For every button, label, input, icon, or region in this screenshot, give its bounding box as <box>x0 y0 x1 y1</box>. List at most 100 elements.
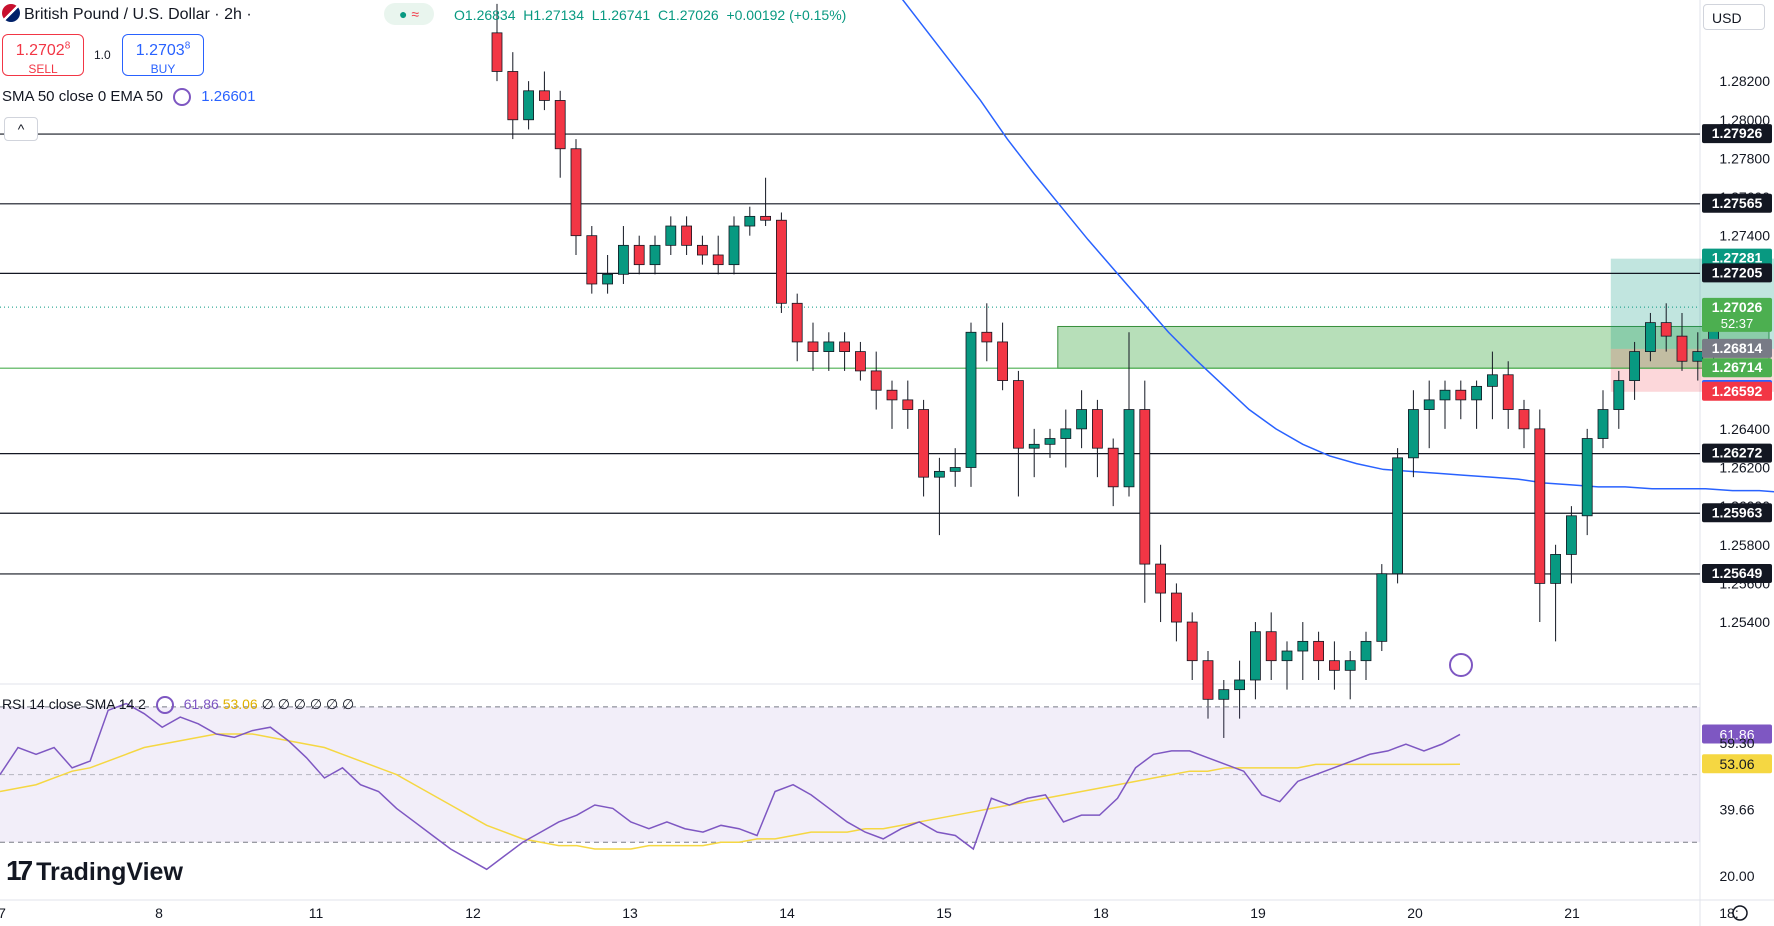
price-tick-label: 1.25800 <box>1719 537 1770 553</box>
candle-body <box>1534 428 1546 584</box>
candle-body <box>1171 592 1182 623</box>
rsi-ma-legend-value: 53.06 <box>222 696 258 712</box>
candle-body <box>918 409 929 478</box>
price-tick-label: 1.26400 <box>1719 421 1770 437</box>
candle-body <box>1250 631 1261 681</box>
candle-body <box>870 370 882 391</box>
rsi-legend[interactable]: RSI 14 close SMA 14 2 61.86 53.06 ∅ ∅ ∅ … <box>2 696 354 715</box>
time-tick-label: 20 <box>1407 905 1423 921</box>
brand-name: TradingView <box>36 858 183 886</box>
tradingview-logo: 17 TradingView <box>6 855 183 887</box>
candle-body <box>1202 660 1214 700</box>
candle-body <box>1566 515 1577 555</box>
candle-body <box>728 225 740 266</box>
time-tick-label: 13 <box>622 905 638 921</box>
price-label-bg <box>1702 248 1772 268</box>
price-label-bg <box>1702 503 1772 523</box>
candle-body <box>570 148 582 237</box>
candle-body <box>1107 447 1119 488</box>
candle-body <box>760 215 771 221</box>
buy-price: 1.27038 <box>135 41 191 60</box>
time-tick-label: 11 <box>309 905 324 921</box>
sma50-line <box>901 0 1774 493</box>
candle-body <box>1597 409 1609 439</box>
candle-body <box>965 331 977 468</box>
candle-body <box>1360 640 1372 662</box>
refresh-icon[interactable] <box>155 696 174 715</box>
candle-body <box>1060 428 1072 439</box>
candle-body <box>697 244 708 256</box>
candle-body <box>981 331 993 343</box>
currency-selector[interactable]: USD <box>1703 4 1765 30</box>
settings-gear-icon <box>1732 905 1748 921</box>
rsi-tick-label: 61.86 <box>1719 726 1754 742</box>
candle-body <box>491 32 503 72</box>
candle-body <box>839 341 850 352</box>
price-label-text: 1.26814 <box>1712 340 1763 356</box>
rsi-legend-label: RSI 14 close SMA 14 2 <box>2 696 146 712</box>
candle-body <box>1123 409 1135 488</box>
countdown-label: 52:37 <box>1721 316 1754 331</box>
uk-us-flag-icon <box>2 4 20 22</box>
wave-icon: ≈ <box>411 6 420 22</box>
price-label-bg <box>1702 263 1772 283</box>
candle-body <box>855 351 866 372</box>
price-label-bg <box>1702 338 1772 358</box>
chevron-up-icon: ^ <box>17 121 25 137</box>
price-label-bg <box>1702 124 1772 144</box>
sma-legend-value: 1.26601 <box>201 88 256 105</box>
buy-button[interactable]: 1.27038 BUY <box>122 34 204 76</box>
price-tick-label: 1.26200 <box>1719 460 1770 476</box>
buy-label: BUY <box>150 62 176 77</box>
price-label-text: 1.25649 <box>1712 565 1763 581</box>
candle-body <box>1487 374 1498 387</box>
candle-body <box>1155 563 1166 594</box>
candle-body <box>1186 621 1198 662</box>
rsi-tick-label: 59.30 <box>1719 735 1754 751</box>
candle-body <box>665 225 677 246</box>
time-tick-label: 7 <box>0 905 6 921</box>
candle-body <box>1471 385 1482 401</box>
candle-body <box>1329 660 1340 671</box>
candle-body <box>618 244 629 275</box>
candle-body <box>1613 380 1625 410</box>
collapse-legend-button[interactable]: ^ <box>4 117 38 141</box>
sell-price: 1.27028 <box>15 41 71 60</box>
price-label-bg <box>1702 443 1772 463</box>
candle-body <box>744 215 756 227</box>
candle-body <box>633 244 645 266</box>
candle-body <box>1344 660 1356 671</box>
candle-body <box>1550 554 1561 584</box>
price-label-bg <box>1702 297 1772 332</box>
sma-legend[interactable]: SMA 50 close 0 EMA 50 1.26601 <box>2 88 256 107</box>
lightning-icon <box>1449 653 1473 677</box>
sell-button[interactable]: 1.27028 SELL <box>2 34 84 76</box>
order-quantity[interactable]: 1.0 <box>94 48 111 62</box>
ohlc-readout: O1.26834 H1.27134 L1.26741 C1.27026 +0.0… <box>454 7 847 23</box>
candle-body <box>507 71 519 121</box>
candle-body <box>902 399 914 410</box>
symbol-header[interactable]: British Pound / U.S. Dollar · 2h · <box>2 4 252 24</box>
candle-body <box>1281 650 1293 662</box>
price-label-text: 1.27926 <box>1712 125 1763 141</box>
candle-body <box>997 341 1008 381</box>
rsi-line <box>0 702 1461 871</box>
candle-body <box>586 235 598 285</box>
indicator-status-pill[interactable]: ● ≈ <box>384 3 434 25</box>
price-label-bg <box>1702 563 1772 583</box>
candle-body <box>1676 335 1688 362</box>
price-tick-label: 1.28000 <box>1719 112 1770 128</box>
price-label-text: 1.27281 <box>1712 250 1763 266</box>
candle-body <box>934 470 945 478</box>
time-tick-label: 18 <box>1093 905 1109 921</box>
price-label-text: 1.26592 <box>1712 383 1763 399</box>
candle-body <box>1408 409 1419 459</box>
time-tick-label: 21 <box>1564 905 1580 921</box>
price-tick-label: 1.27400 <box>1719 228 1770 244</box>
rsi-tick-label: 20.00 <box>1719 868 1754 884</box>
price-label-text: 1.27026 <box>1712 299 1763 315</box>
price-tick-label: 1.28200 <box>1719 73 1770 89</box>
sell-label: SELL <box>28 62 58 77</box>
refresh-icon[interactable] <box>173 88 192 107</box>
